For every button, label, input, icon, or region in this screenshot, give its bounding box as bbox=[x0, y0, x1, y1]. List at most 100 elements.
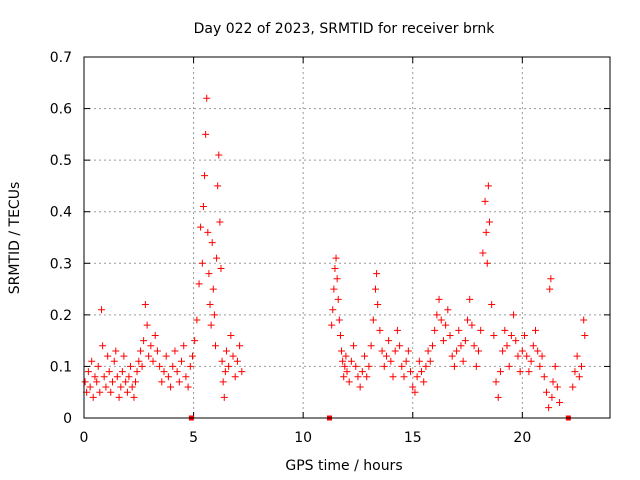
data-point bbox=[105, 368, 113, 376]
y-tick-label: 0.7 bbox=[50, 50, 72, 66]
data-point bbox=[481, 197, 489, 205]
data-point bbox=[164, 373, 172, 381]
data-point bbox=[118, 368, 126, 376]
data-point bbox=[494, 393, 502, 401]
data-point bbox=[204, 228, 212, 236]
y-tick-label: 0.3 bbox=[50, 256, 72, 272]
data-point bbox=[231, 373, 239, 381]
data-point bbox=[171, 347, 179, 355]
data-point bbox=[365, 362, 373, 370]
data-point bbox=[107, 388, 115, 396]
data-point bbox=[373, 270, 381, 278]
data-point bbox=[457, 342, 465, 350]
data-point bbox=[207, 321, 215, 329]
data-point bbox=[553, 383, 561, 391]
x-tick-label: 20 bbox=[513, 430, 531, 446]
data-point bbox=[343, 368, 351, 376]
data-point bbox=[215, 151, 223, 159]
x-tick-label: 0 bbox=[80, 430, 89, 446]
data-point bbox=[208, 239, 216, 247]
data-point bbox=[404, 347, 412, 355]
data-point bbox=[141, 301, 149, 309]
data-point bbox=[162, 352, 170, 360]
data-point bbox=[527, 357, 535, 365]
data-point bbox=[354, 373, 362, 381]
data-point bbox=[464, 316, 472, 324]
data-point bbox=[413, 373, 421, 381]
data-point bbox=[84, 368, 92, 376]
data-point bbox=[210, 311, 218, 319]
data-point bbox=[99, 342, 107, 350]
data-point bbox=[102, 383, 110, 391]
data-point bbox=[115, 393, 123, 401]
data-point bbox=[153, 347, 161, 355]
data-point bbox=[145, 352, 153, 360]
data-point bbox=[556, 399, 564, 407]
data-point bbox=[219, 378, 227, 386]
data-point bbox=[133, 368, 141, 376]
data-point bbox=[402, 357, 410, 365]
data-point bbox=[382, 352, 390, 360]
data-point bbox=[221, 368, 229, 376]
data-point bbox=[573, 352, 581, 360]
data-point bbox=[472, 362, 480, 370]
data-point bbox=[505, 362, 513, 370]
data-point bbox=[137, 347, 145, 355]
data-point bbox=[335, 316, 343, 324]
data-point bbox=[151, 331, 159, 339]
data-point bbox=[333, 275, 341, 283]
y-tick-label: 0.5 bbox=[50, 153, 72, 169]
chart-title: Day 022 of 2023, SRMTID for receiver brn… bbox=[194, 21, 496, 37]
data-point bbox=[117, 383, 125, 391]
data-point bbox=[180, 342, 188, 350]
data-point bbox=[518, 347, 526, 355]
data-point bbox=[531, 326, 539, 334]
data-point bbox=[488, 301, 496, 309]
data-point bbox=[233, 357, 241, 365]
data-point bbox=[450, 362, 458, 370]
data-point bbox=[468, 321, 476, 329]
data-point bbox=[173, 368, 181, 376]
data-point bbox=[138, 362, 146, 370]
data-point bbox=[345, 378, 353, 386]
data-point bbox=[369, 316, 377, 324]
data-point bbox=[448, 352, 456, 360]
data-point bbox=[428, 342, 436, 350]
data-point bbox=[496, 368, 504, 376]
data-point bbox=[418, 368, 426, 376]
data-point bbox=[143, 321, 151, 329]
data-point bbox=[525, 368, 533, 376]
data-point bbox=[363, 373, 371, 381]
data-point bbox=[371, 285, 379, 293]
data-point bbox=[424, 347, 432, 355]
data-point bbox=[551, 362, 559, 370]
data-point bbox=[217, 264, 225, 272]
data-point bbox=[411, 388, 419, 396]
data-point bbox=[126, 362, 134, 370]
data-point bbox=[182, 373, 190, 381]
data-point bbox=[213, 254, 221, 262]
data-point bbox=[455, 326, 463, 334]
data-point bbox=[149, 357, 157, 365]
data-point bbox=[330, 285, 338, 293]
data-point bbox=[100, 373, 108, 381]
data-point bbox=[216, 218, 224, 226]
data-point bbox=[238, 368, 246, 376]
ticks: 0 0.1 0.2 0.3 0.4 0.5 0.6 0.7 0 5 10 15 20 bbox=[50, 50, 610, 446]
data-point bbox=[420, 378, 428, 386]
data-point bbox=[367, 342, 375, 350]
data-point bbox=[516, 368, 524, 376]
data-point bbox=[575, 373, 583, 381]
data-point bbox=[332, 254, 340, 262]
data-point bbox=[186, 362, 194, 370]
data-point bbox=[398, 362, 406, 370]
data-point bbox=[81, 378, 89, 386]
data-point bbox=[227, 331, 235, 339]
data-point bbox=[400, 373, 408, 381]
data-point bbox=[338, 347, 346, 355]
data-point bbox=[350, 342, 358, 350]
data-point bbox=[130, 393, 138, 401]
data-point bbox=[542, 388, 550, 396]
data-point bbox=[197, 223, 205, 231]
data-point bbox=[167, 383, 175, 391]
